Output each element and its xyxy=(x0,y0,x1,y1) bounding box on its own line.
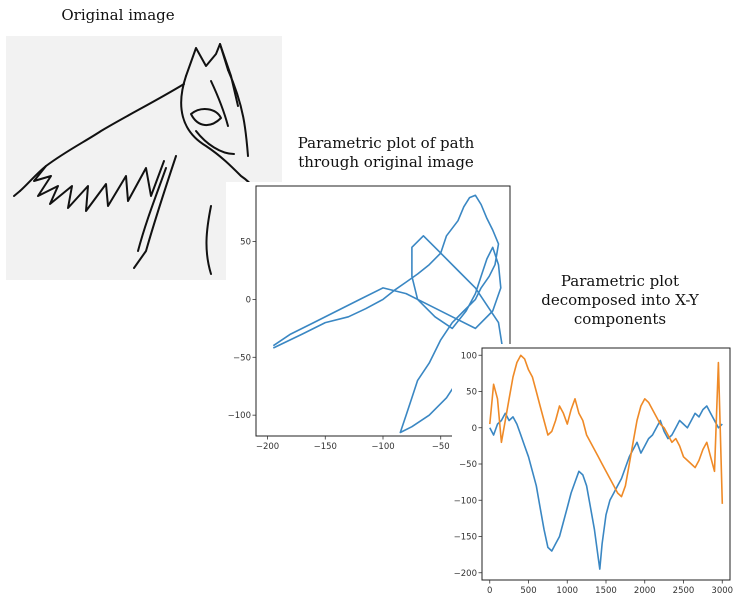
y-tick-label: 50 xyxy=(466,388,477,398)
y-tick-label: 50 xyxy=(240,238,251,248)
x-tick-label: 2500 xyxy=(673,586,695,596)
x-tick-label: 1500 xyxy=(595,586,617,596)
x-tick-label: −200 xyxy=(256,442,279,452)
y-tick-label: −100 xyxy=(228,411,251,421)
x-tick-label: 0 xyxy=(487,586,492,596)
original-horse-drawing xyxy=(6,36,282,280)
y-tick-label: −50 xyxy=(459,460,477,470)
x-tick-label: −50 xyxy=(432,442,450,452)
x-tick-label: 2000 xyxy=(634,586,656,596)
x-tick-label: −100 xyxy=(371,442,394,452)
xy-components-plot-svg: 0 500 1000 1500 2000 2500 3000100500−50−100−15… xyxy=(454,347,733,596)
x-tick-label: −150 xyxy=(314,442,337,452)
y-tick-label: −50 xyxy=(233,353,251,363)
x-tick-label: 500 xyxy=(520,586,536,596)
xy-components-plot: 0 500 1000 1500 2000 2500 3000 100 50 0 −50 −100 −15… xyxy=(452,344,734,602)
y-tick-label: −150 xyxy=(454,533,477,543)
y-tick-label: 100 xyxy=(461,351,477,361)
caption-original: Original image xyxy=(61,6,175,24)
y-tick-label: −100 xyxy=(454,496,477,506)
series-line-2 xyxy=(489,354,724,504)
y-tick-label: 0 xyxy=(246,295,251,305)
y-tick-label: −200 xyxy=(454,569,477,579)
x-tick-label: 1000 xyxy=(556,586,578,596)
plot-frame xyxy=(481,347,731,581)
y-tick-label: 0 xyxy=(472,424,477,434)
series-line-1 xyxy=(489,405,723,570)
caption-parametric: Parametric plot of path through original… xyxy=(297,134,475,171)
caption-decomposed: Parametric plot decomposed into X-Y comp… xyxy=(541,272,699,328)
x-tick-label: 3000 xyxy=(711,586,733,596)
